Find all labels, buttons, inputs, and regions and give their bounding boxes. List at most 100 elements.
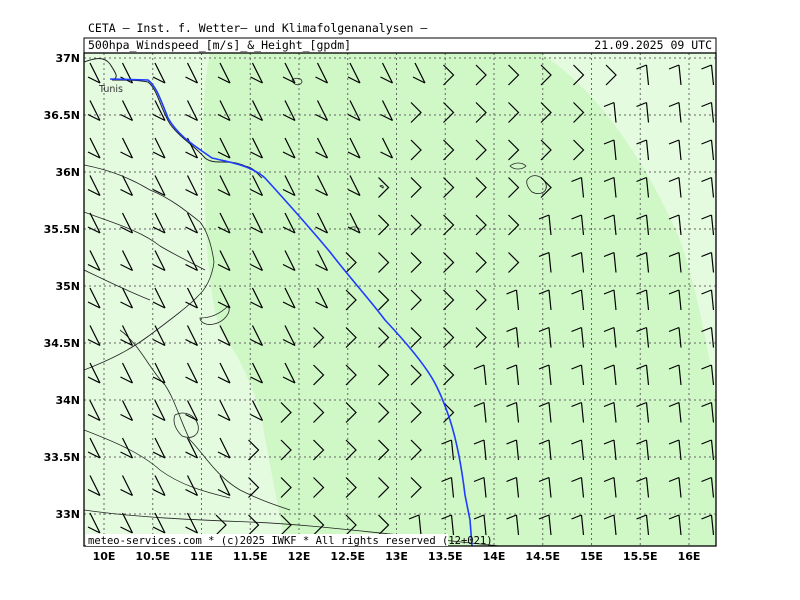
wind-barb bbox=[378, 514, 390, 536]
wind-barb bbox=[185, 400, 199, 422]
wind-barb bbox=[668, 364, 682, 386]
wind-barb bbox=[410, 327, 422, 348]
wind-barb bbox=[538, 289, 552, 311]
wind-barb bbox=[380, 62, 394, 84]
lat-tick-label: 36N bbox=[55, 166, 80, 179]
wind-barb bbox=[313, 327, 325, 348]
wind-barb bbox=[217, 362, 231, 384]
wind-barb bbox=[152, 287, 166, 309]
lon-tick-label: 15.5E bbox=[623, 550, 658, 563]
wind-barb bbox=[668, 251, 682, 273]
wind-barb bbox=[410, 402, 422, 423]
wind-barb bbox=[443, 214, 455, 236]
wind-barb bbox=[185, 62, 199, 84]
longitude-labels: 10E 10.5E 11E 11.5E 12E 12.5E 13E 13.5E 14E 14.5E… bbox=[93, 550, 701, 563]
wind-barb bbox=[408, 514, 422, 536]
wind-barb bbox=[441, 476, 455, 498]
wind-barb bbox=[87, 512, 101, 534]
wind-barb bbox=[152, 437, 166, 459]
wind-barb bbox=[668, 214, 682, 236]
wind-barb bbox=[473, 476, 487, 498]
wind-barb bbox=[120, 100, 134, 122]
wind-barb bbox=[636, 289, 650, 311]
wind-barb bbox=[410, 289, 422, 311]
wind-barb bbox=[701, 364, 715, 386]
wind-barb bbox=[185, 437, 199, 459]
wind-barb bbox=[668, 401, 682, 423]
wind-barb bbox=[315, 175, 329, 197]
lat-tick-label: 34N bbox=[55, 394, 80, 407]
wind-barb bbox=[120, 475, 134, 497]
wind-barb bbox=[87, 137, 101, 159]
wind-barb bbox=[217, 212, 231, 234]
wind-barb bbox=[347, 212, 361, 234]
wind-barb bbox=[410, 477, 422, 498]
wind-barb bbox=[282, 287, 296, 309]
height-contour bbox=[109, 78, 473, 546]
wind-barb bbox=[571, 401, 585, 423]
wind-barb bbox=[571, 251, 585, 273]
wind-barb bbox=[540, 102, 552, 123]
wind-barb bbox=[475, 327, 487, 348]
wind-barb bbox=[508, 252, 520, 273]
wind-barb bbox=[282, 175, 296, 197]
lon-tick-label: 11E bbox=[190, 550, 213, 563]
wind-barb bbox=[603, 476, 617, 498]
wind-barb bbox=[443, 64, 455, 86]
wind-barb bbox=[603, 364, 617, 386]
lon-tick-label: 11.5E bbox=[233, 550, 268, 563]
wind-barb bbox=[668, 439, 682, 461]
lon-tick-label: 10.5E bbox=[135, 550, 170, 563]
wind-barb bbox=[152, 400, 166, 422]
wind-barb bbox=[443, 289, 455, 311]
wind-barb bbox=[603, 401, 617, 423]
wind-barb bbox=[378, 477, 390, 498]
wind-barb bbox=[345, 327, 357, 348]
wind-barb bbox=[315, 62, 329, 84]
valid-datetime: 21.09.2025 09 UTC bbox=[594, 38, 712, 52]
lon-tick-label: 10E bbox=[93, 550, 116, 563]
wind-barb bbox=[347, 100, 361, 122]
wind-barb bbox=[345, 439, 357, 461]
wind-barb bbox=[87, 250, 101, 272]
wind-barb bbox=[87, 325, 101, 347]
wind-barb bbox=[473, 364, 487, 386]
wind-barb bbox=[250, 100, 264, 122]
wind-barb bbox=[540, 177, 552, 198]
wind-barb bbox=[185, 175, 199, 197]
wind-barb bbox=[475, 289, 487, 311]
wind-barb bbox=[250, 400, 264, 422]
wind-barb bbox=[120, 325, 134, 347]
parameter-label: 500hpa_Windspeed_[m/s]_&_Height_[gpdm] bbox=[88, 38, 352, 52]
wind-barb bbox=[378, 289, 390, 311]
wind-barb bbox=[443, 139, 455, 161]
wind-barb bbox=[185, 325, 199, 347]
wind-barb bbox=[313, 364, 325, 386]
wind-barb bbox=[473, 401, 487, 423]
wind-barb bbox=[410, 139, 422, 161]
wind-barb bbox=[636, 139, 650, 161]
tunis-label: Tunis bbox=[98, 84, 123, 95]
wind-barb bbox=[250, 62, 264, 84]
wind-barb bbox=[120, 175, 134, 197]
lat-lon-grid bbox=[84, 53, 716, 546]
wind-barb bbox=[410, 439, 422, 461]
wind-barb bbox=[378, 402, 390, 423]
wind-barb bbox=[280, 477, 292, 498]
wind-barb bbox=[378, 214, 390, 236]
wind-barb bbox=[636, 326, 650, 348]
wind-barb bbox=[573, 102, 585, 123]
wind-barb bbox=[152, 362, 166, 384]
wind-barb bbox=[540, 139, 552, 161]
wind-barb bbox=[215, 514, 227, 536]
wind-barb bbox=[152, 137, 166, 159]
wind-barb bbox=[410, 214, 422, 236]
wind-barb bbox=[506, 326, 520, 348]
wind-barb bbox=[185, 512, 199, 534]
wind-barb bbox=[280, 514, 292, 536]
wind-barb bbox=[87, 62, 101, 84]
wind-barb bbox=[378, 439, 390, 461]
wind-barb bbox=[87, 100, 101, 122]
wind-barb bbox=[250, 250, 264, 272]
wind-barb bbox=[152, 62, 166, 84]
